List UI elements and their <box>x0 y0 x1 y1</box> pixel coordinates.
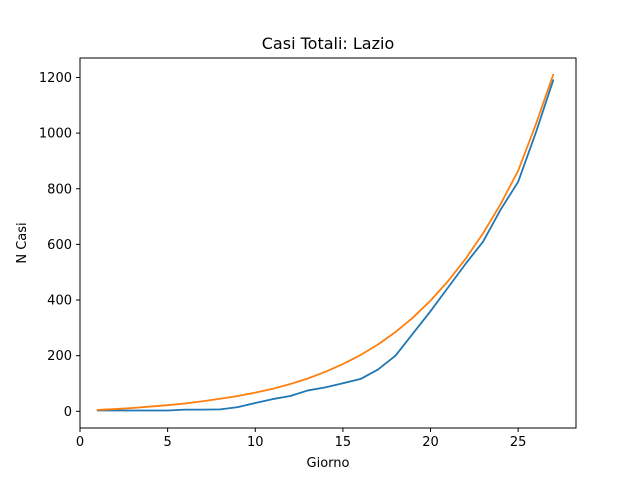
series-layer <box>96 73 555 412</box>
chart-title: Casi Totali: Lazio <box>262 34 394 53</box>
x-axis-label: Giorno <box>307 456 350 471</box>
x-tick-label: 5 <box>163 435 171 450</box>
x-tick-label: 20 <box>422 435 439 450</box>
y-axis-label: N Casi <box>15 222 30 263</box>
y-tick-label: 1200 <box>39 71 72 86</box>
y-tick-label: 600 <box>47 238 72 253</box>
y-tick-label: 400 <box>47 294 72 309</box>
x-tick-label: 0 <box>76 435 84 450</box>
y-tick-label: 200 <box>47 349 72 364</box>
x-axis-ticks: 0 5 10 15 20 25 <box>76 428 527 450</box>
x-tick-label: 25 <box>510 435 527 450</box>
plot-frame <box>79 57 577 429</box>
y-tick-label: 1000 <box>39 127 72 142</box>
y-tick-label: 0 <box>64 405 72 420</box>
x-tick-label: 15 <box>335 435 352 450</box>
y-axis-ticks: 0 200 400 600 800 1000 1200 <box>39 71 80 420</box>
series-line-2 <box>96 73 555 411</box>
x-tick-label: 10 <box>247 435 264 450</box>
y-tick-label: 800 <box>47 182 72 197</box>
series-line-1 <box>96 79 555 412</box>
